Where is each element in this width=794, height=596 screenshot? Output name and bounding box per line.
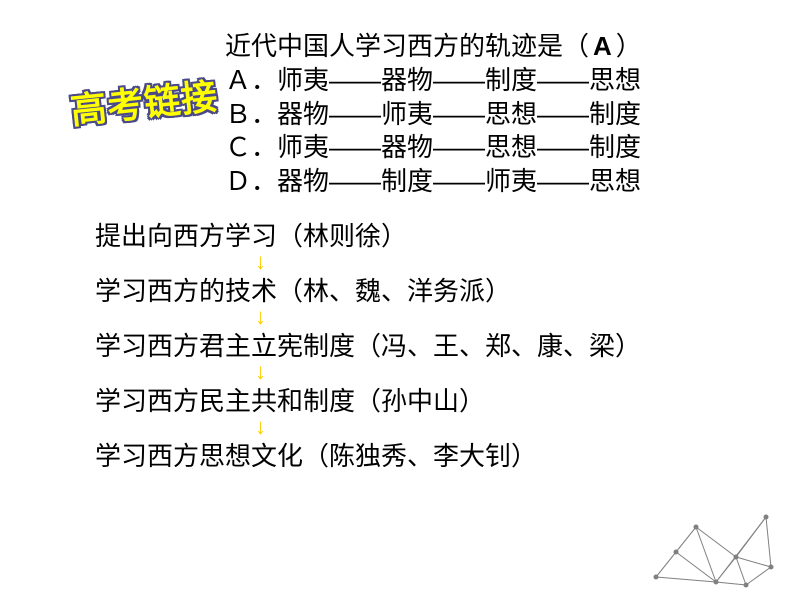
down-arrow-icon: ↓ bbox=[255, 306, 641, 328]
timeline-step-4: 学习西方民主共和制度（孙中山） bbox=[95, 381, 641, 418]
option-b: Ｂ．器物——师夷——思想——制度 bbox=[225, 98, 642, 132]
down-arrow-icon: ↓ bbox=[255, 251, 641, 273]
option-d: Ｄ．器物——制度——师夷——思想 bbox=[225, 165, 642, 199]
timeline-step-2: 学习西方的技术（林、魏、洋务派） bbox=[95, 271, 641, 308]
stem-prefix: 近代中国人学习西方的轨迹是（ bbox=[225, 30, 589, 64]
option-a: Ａ．师夷——器物——制度——思想 bbox=[225, 64, 642, 98]
question-stem: 近代中国人学习西方的轨迹是（ A ） bbox=[225, 30, 642, 64]
timeline-block: 提出向西方学习（林则徐） ↓ 学习西方的技术（林、魏、洋务派） ↓ 学习西方君主… bbox=[95, 216, 641, 473]
down-arrow-icon: ↓ bbox=[255, 361, 641, 383]
question-block: 近代中国人学习西方的轨迹是（ A ） Ａ．师夷——器物——制度——思想 Ｂ．器物… bbox=[225, 30, 642, 199]
timeline-step-5: 学习西方思想文化（陈独秀、李大钊） bbox=[95, 436, 641, 473]
answer-letter: A bbox=[593, 30, 612, 64]
down-arrow-icon: ↓ bbox=[255, 416, 641, 438]
network-decoration-icon bbox=[646, 497, 776, 592]
timeline-step-3: 学习西方君主立宪制度（冯、王、郑、康、梁） bbox=[95, 326, 641, 363]
option-c: Ｃ．师夷——器物——思想——制度 bbox=[225, 131, 642, 165]
section-label: 高考链接 bbox=[68, 67, 221, 134]
stem-suffix: ） bbox=[616, 30, 642, 64]
timeline-step-1: 提出向西方学习（林则徐） bbox=[95, 216, 641, 253]
